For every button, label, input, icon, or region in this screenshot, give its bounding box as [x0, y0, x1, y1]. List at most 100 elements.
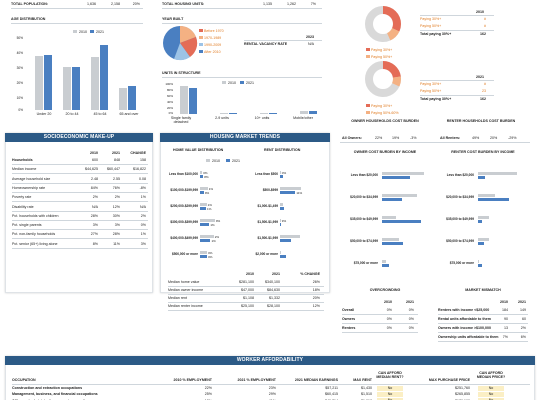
- bar-2021: [478, 264, 483, 268]
- value-label: 0%: [208, 250, 213, 255]
- socio-col: CHANGE: [130, 151, 146, 155]
- socio-row-2021: 76%: [112, 185, 120, 190]
- socio-row-2010: 28%: [90, 213, 98, 218]
- category-label: $200,000-$299,999: [170, 204, 198, 208]
- category-label: $35,000 to $49,999: [446, 217, 474, 221]
- divider: [12, 247, 148, 249]
- worker-row-occ: Office and administrative support occupa…: [12, 399, 91, 400]
- bar-sfd-2021: [189, 88, 197, 114]
- renter-row-value: 162: [480, 32, 486, 36]
- owner-row-value: 23: [482, 89, 486, 93]
- socio-row-2021: 848: [114, 158, 120, 162]
- socio-row-change: 0.08: [139, 176, 146, 181]
- socio-row-2021: 28%: [112, 232, 120, 237]
- socioeconomic-header: SOCIOECONOMIC MAKE-UP: [5, 133, 153, 142]
- legend-1990-2009: 1990-2009: [204, 42, 222, 47]
- housing-row-2010: $47,000: [241, 288, 254, 292]
- socio-row-label: Households: [12, 158, 33, 162]
- vacancy-value: N/A: [308, 42, 314, 46]
- socio-row-2021: $60,447: [107, 167, 120, 172]
- socio-row-change: 1%: [140, 195, 146, 200]
- bar-2021: [280, 207, 285, 211]
- afford-price-cell: No: [478, 398, 504, 400]
- all-owners-2010: 22%: [375, 136, 383, 140]
- mismatch-row-2010: 13: [504, 326, 508, 330]
- category-label: $100,000-$199,999: [170, 188, 198, 192]
- value-label: 1%: [211, 238, 216, 243]
- legend-2021: 2021: [96, 29, 104, 34]
- owner-row-label: Total paying 30%+: [420, 97, 452, 101]
- legend-2021-swatch: [226, 159, 230, 162]
- y-tick: 20%: [166, 106, 173, 110]
- bar-2010: [200, 187, 208, 191]
- value-label: 0%: [281, 170, 287, 175]
- housing-row-2021: $1,332: [269, 296, 280, 300]
- housing-row-2010: $25,100: [241, 304, 254, 308]
- socio-row-2010: 2.48: [91, 176, 98, 181]
- bar-2010: [200, 171, 203, 175]
- units-cat: Mobile/other: [293, 115, 313, 120]
- worker-row-price: $179,160: [412, 399, 470, 400]
- y-tick: 40%: [166, 100, 173, 104]
- category-label: Less than $500: [255, 172, 278, 176]
- legend-2010-swatch: [206, 159, 210, 162]
- divider: [342, 332, 418, 333]
- afford-price-cell: No: [478, 391, 504, 398]
- renter-burden-donut: [365, 6, 401, 42]
- divider: [12, 173, 148, 175]
- divider: [12, 229, 148, 231]
- bar-2021: [280, 255, 286, 259]
- bar-45to64-2021: [100, 45, 108, 110]
- overcrowding-row-label: Renters: [342, 326, 356, 330]
- legend-1970-1989: 1970-1989: [204, 35, 222, 40]
- owner-cost-burden-title: OWNER HOUSEHOLDS COST BURDEN: [351, 119, 419, 123]
- bar-2010: [280, 187, 301, 191]
- home-value-title: HOME VALUE DISTRIBUTION: [173, 148, 224, 152]
- y-tick: 50%: [16, 36, 23, 40]
- renter-row-value: #: [484, 24, 486, 28]
- value-label: 9%: [215, 218, 221, 223]
- category-label: Less than $100,000: [168, 172, 198, 176]
- divider: [438, 314, 528, 315]
- bar-2to9-2021: [229, 113, 237, 114]
- worker-row-price: $265,855: [455, 392, 470, 397]
- socio-row-change: 3%: [140, 241, 146, 246]
- socio-row-label: Homeownership rate: [12, 185, 46, 190]
- bar-2010: [478, 172, 518, 176]
- bar-under20-2021: [44, 55, 52, 110]
- socio-row-change: N/A: [140, 204, 146, 209]
- value-label: 1%: [208, 186, 214, 191]
- category-label: $500-$999: [262, 188, 278, 192]
- mismatch-row-2021: 149: [520, 308, 526, 312]
- legend-2021: 2021: [232, 158, 240, 163]
- legend-swatch: [199, 29, 203, 32]
- category-label: $75,000 or more: [353, 261, 378, 265]
- y-tick: 20%: [16, 81, 23, 85]
- total-population-2010: 1,636: [87, 2, 96, 6]
- bar-2021: [382, 220, 422, 224]
- worker-row-earn: $57,211: [325, 386, 338, 390]
- y-tick: 0%: [18, 108, 23, 112]
- category-label: $20,000 to $34,999: [350, 195, 378, 199]
- bar-2021: [200, 255, 208, 259]
- bar-65over-2010: [119, 88, 127, 110]
- owner-legend-50: Paying 50%-60%: [371, 110, 399, 115]
- bar-10plus-2021: [269, 113, 277, 114]
- overcrowding-row-2021: 0%: [408, 317, 414, 321]
- total-population-change: 20%: [132, 2, 140, 6]
- housing-row-2010: $281,100: [239, 280, 254, 284]
- owner-by-income-title: OWNER COST BURDEN BY INCOME: [353, 150, 417, 154]
- value-label: 8%: [204, 174, 209, 179]
- bar-2021: [478, 220, 483, 224]
- afford-rent-cell: No: [377, 391, 403, 398]
- y-tick: 40%: [16, 51, 23, 55]
- age-chart: 50% 40% 30% 20% 10% 0% Under 20 20 to 44…: [11, 36, 143, 120]
- value-label: 1%: [210, 222, 215, 227]
- overcrowding-row-2021: 0%: [408, 308, 414, 312]
- legend-2010-swatch: [222, 81, 226, 84]
- overcrowding-row-label: Overall: [342, 308, 355, 312]
- legend-before-1970: Before 1970: [204, 28, 224, 33]
- socio-row-change: -8%: [139, 185, 146, 190]
- mm-col: 2010: [500, 300, 508, 304]
- overcrowding-row-2010: 0%: [386, 326, 392, 330]
